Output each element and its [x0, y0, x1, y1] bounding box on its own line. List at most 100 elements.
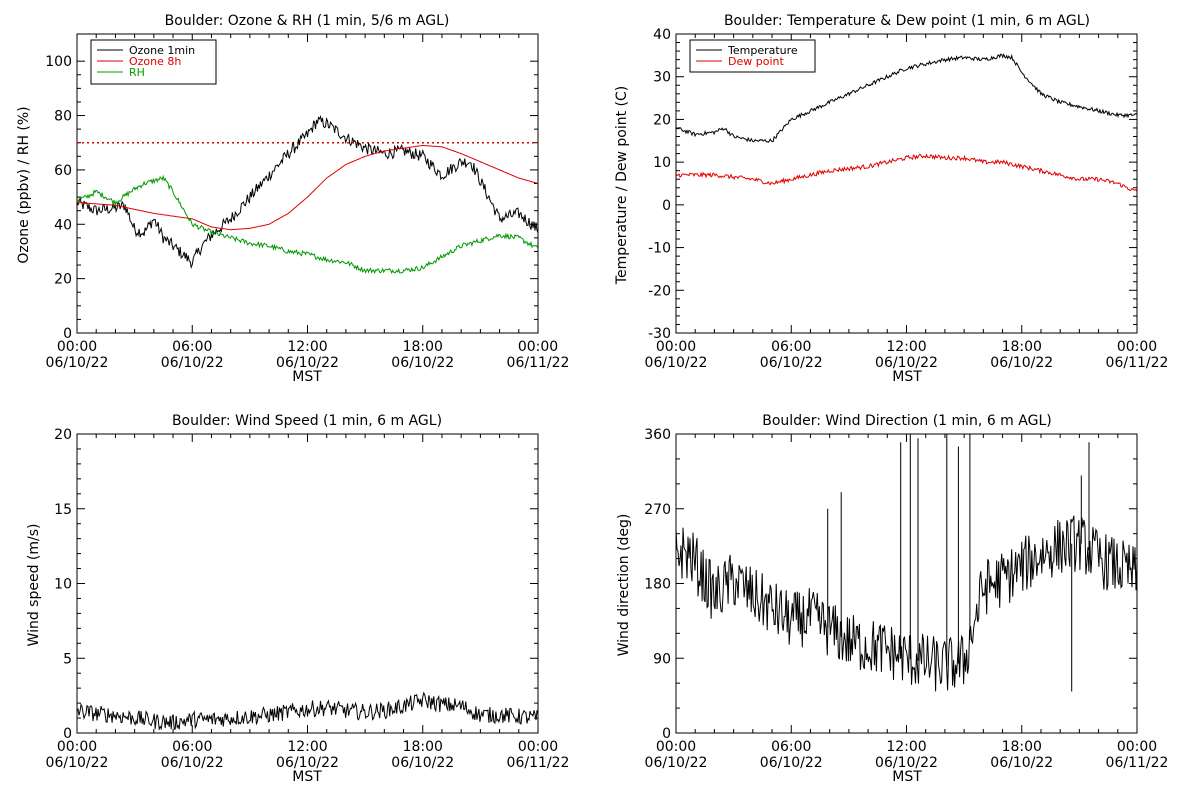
series-ozone-1min — [76, 114, 539, 270]
y-axis-label: Wind direction (deg) — [616, 514, 632, 657]
x-axis-label: MST — [292, 369, 322, 385]
x-tick-label: 18:00 — [1002, 739, 1042, 755]
series-dew-point — [675, 153, 1138, 193]
x-tick-labels: 00:0006/10/2206:0006/10/2212:0006/10/221… — [46, 739, 570, 771]
x-tick-labels: 00:0006/10/2206:0006/10/2212:0006/10/221… — [645, 739, 1169, 771]
y-tick-label: 15 — [54, 502, 72, 518]
series-temperature — [675, 53, 1138, 143]
x-axis-label: MST — [892, 769, 922, 785]
x-tick-label: 06:00 — [771, 339, 811, 355]
series-line — [675, 515, 1138, 692]
y-tick-label: 360 — [644, 427, 671, 443]
chart-title: Boulder: Wind Direction (1 min, 6 m AGL) — [762, 413, 1051, 429]
x-tick-labels: 00:0006/10/2206:0006/10/2212:0006/10/221… — [46, 339, 570, 371]
x-tick-date: 06/10/22 — [875, 755, 938, 771]
y-tick-label: 20 — [54, 427, 72, 443]
x-tick-label: 00:00 — [57, 739, 97, 755]
axis-ticks — [76, 433, 539, 734]
x-tick-date: 06/11/22 — [507, 755, 570, 771]
series-line — [827, 434, 1090, 692]
x-tick-label: 00:00 — [656, 339, 696, 355]
temperature-dewpoint-panel: Boulder: Temperature & Dew point (1 min,… — [614, 13, 1168, 385]
x-tick-date: 06/10/22 — [760, 755, 823, 771]
series-ozone-8h — [76, 144, 539, 231]
x-tick-label: 12:00 — [886, 739, 926, 755]
y-tick-labels: -30 -20 -10 0 10 20 30 40 — [648, 27, 671, 342]
legend-label: Dew point — [728, 55, 784, 68]
x-tick-label: 18:00 — [403, 339, 443, 355]
y-tick-label: 5 — [63, 651, 72, 667]
x-tick-label: 06:00 — [172, 739, 212, 755]
series-line — [76, 691, 539, 731]
x-tick-label: 00:00 — [656, 739, 696, 755]
x-tick-date: 06/10/22 — [276, 755, 339, 771]
wind-speed-panel: Boulder: Wind Speed (1 min, 6 m AGL) Win… — [26, 413, 569, 785]
y-tick-labels: 0 20 40 60 80 100 — [45, 54, 72, 342]
y-tick-label: 10 — [653, 155, 671, 171]
y-tick-label: 40 — [653, 27, 671, 43]
axis-ticks — [675, 433, 1138, 734]
x-tick-date: 06/10/22 — [46, 755, 109, 771]
series-group — [675, 53, 1138, 193]
axis-ticks — [675, 33, 1138, 334]
y-tick-label: 10 — [54, 577, 72, 593]
legend-box — [90, 39, 217, 85]
legend-label: Temperature — [727, 44, 798, 57]
legend-label: Ozone 1min — [129, 44, 195, 57]
x-tick-label: 12:00 — [886, 339, 926, 355]
series-group — [76, 114, 539, 275]
y-tick-label: 270 — [644, 502, 671, 518]
wind-direction-panel: Boulder: Wind Direction (1 min, 6 m AGL)… — [616, 413, 1168, 785]
x-tick-date: 06/10/22 — [391, 755, 454, 771]
y-axis-label: Ozone (ppbv) / RH (%) — [16, 106, 32, 263]
series-group — [76, 691, 539, 731]
x-tick-date: 06/10/22 — [990, 355, 1053, 371]
y-tick-label: 20 — [54, 272, 72, 288]
y-tick-label: 0 — [63, 726, 72, 742]
x-tick-date: 06/10/22 — [391, 355, 454, 371]
y-tick-label: -20 — [648, 283, 671, 299]
x-tick-label: 00:00 — [57, 339, 97, 355]
y-tick-label: 90 — [653, 651, 671, 667]
y-tick-label: -30 — [648, 326, 671, 342]
legend-label: RH — [129, 66, 145, 79]
y-tick-label: 0 — [63, 326, 72, 342]
x-tick-date: 06/10/22 — [990, 755, 1053, 771]
x-axis-label: MST — [292, 769, 322, 785]
x-axis-label: MST — [892, 369, 922, 385]
x-tick-label: 12:00 — [287, 339, 327, 355]
y-axis-label: Temperature / Dew point (C) — [614, 86, 630, 285]
series-group — [675, 434, 1138, 692]
legend-label: Ozone 8h — [129, 55, 181, 68]
x-tick-date: 06/10/22 — [276, 355, 339, 371]
x-tick-label: 00:00 — [518, 739, 558, 755]
ozone-rh-panel: Boulder: Ozone & RH (1 min, 5/6 m AGL) O… — [16, 13, 569, 385]
x-tick-date: 06/10/22 — [645, 355, 708, 371]
x-tick-label: 12:00 — [287, 739, 327, 755]
legend-box — [689, 39, 816, 73]
y-tick-label: 30 — [653, 70, 671, 86]
x-tick-label: 18:00 — [403, 739, 443, 755]
y-axis-label: Wind speed (m/s) — [26, 524, 42, 647]
x-tick-label: 06:00 — [172, 339, 212, 355]
chart-title: Boulder: Wind Speed (1 min, 6 m AGL) — [172, 413, 442, 429]
y-tick-label: 180 — [644, 577, 671, 593]
x-tick-date: 06/10/22 — [645, 755, 708, 771]
y-tick-label: 100 — [45, 54, 72, 70]
y-tick-label: 0 — [662, 726, 671, 742]
x-tick-label: 06:00 — [771, 739, 811, 755]
y-tick-label: 0 — [662, 198, 671, 214]
y-tick-labels: 0 5 10 15 20 — [54, 427, 72, 742]
x-tick-date: 06/10/22 — [760, 355, 823, 371]
x-tick-label: 00:00 — [1117, 739, 1157, 755]
series-rh — [76, 174, 539, 275]
x-tick-label: 00:00 — [518, 339, 558, 355]
x-tick-date: 06/10/22 — [161, 755, 224, 771]
chart-title: Boulder: Ozone & RH (1 min, 5/6 m AGL) — [165, 13, 450, 29]
x-tick-labels: 00:0006/10/2206:0006/10/2212:0006/10/221… — [645, 339, 1169, 371]
x-tick-label: 18:00 — [1002, 339, 1042, 355]
x-tick-date: 06/10/22 — [161, 355, 224, 371]
y-tick-labels: 0 90 180 270 360 — [644, 427, 671, 742]
x-tick-date: 06/11/22 — [507, 355, 570, 371]
x-tick-date: 06/10/22 — [875, 355, 938, 371]
